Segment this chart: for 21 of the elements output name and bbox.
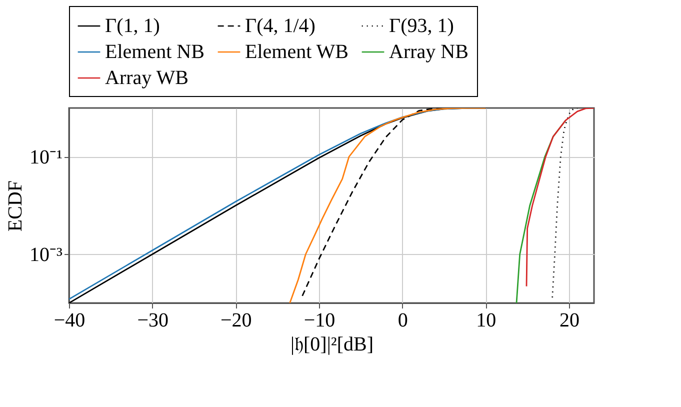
x-tick-label: 0 <box>398 310 408 332</box>
legend-label: Element WB <box>245 41 348 63</box>
y-axis-title: ECDF <box>4 180 27 232</box>
legend-label: Array NB <box>389 41 468 63</box>
x-tick-label: −40 <box>54 310 86 332</box>
y-tick-label: 10⁻¹ <box>30 146 62 168</box>
x-tick-label: 20 <box>560 310 580 332</box>
y-tick-label: 10⁻³ <box>30 244 62 266</box>
x-tick-label: −30 <box>137 310 168 332</box>
line-series <box>526 108 594 288</box>
legend-label: Γ(93, 1) <box>389 15 454 37</box>
line-series <box>289 108 486 303</box>
legend-label: Element NB <box>105 41 204 63</box>
legend-label: Γ(4, 1/4) <box>245 15 316 37</box>
x-axis-title: |𝔥[0]|²[dB] <box>290 334 374 356</box>
legend-label: Array WB <box>105 67 188 89</box>
line-series <box>552 108 578 298</box>
x-tick-label: −20 <box>220 310 252 332</box>
x-tick-label: −10 <box>304 310 336 332</box>
x-tick-label: 10 <box>476 310 496 332</box>
legend-label: Γ(1, 1) <box>105 15 160 37</box>
